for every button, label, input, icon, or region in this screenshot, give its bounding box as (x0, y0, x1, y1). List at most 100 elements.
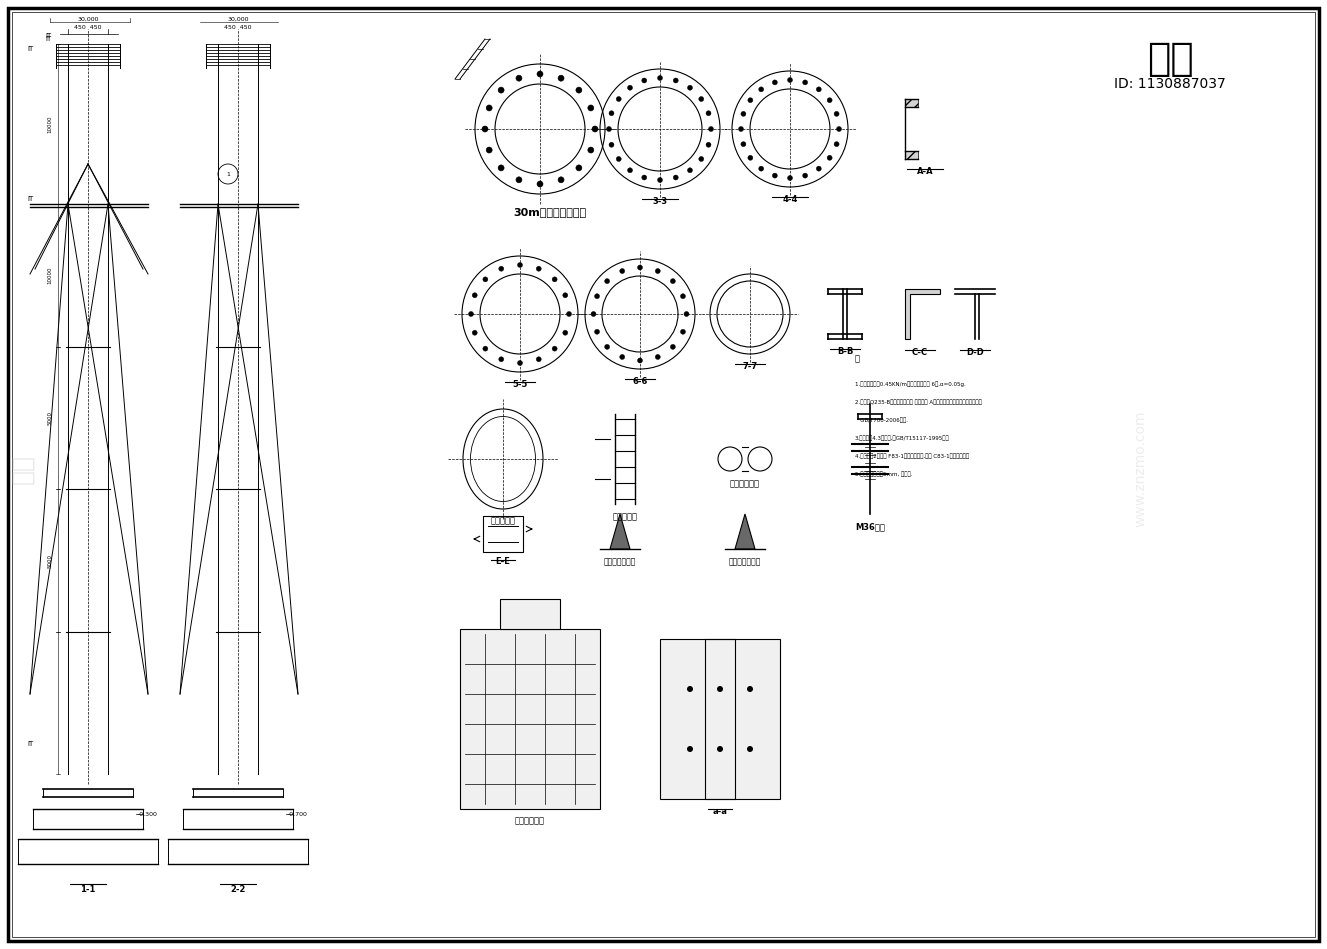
Circle shape (673, 78, 678, 83)
Circle shape (748, 156, 752, 160)
Text: 知未: 知未 (1147, 40, 1193, 78)
Circle shape (787, 176, 792, 180)
Circle shape (656, 269, 661, 273)
Text: 10000: 10000 (48, 115, 53, 133)
Circle shape (687, 686, 693, 692)
Circle shape (536, 357, 541, 362)
Text: E-E: E-E (495, 557, 511, 567)
Circle shape (588, 105, 593, 111)
Circle shape (699, 157, 703, 161)
Circle shape (576, 165, 583, 171)
Text: 30m烟囱平面布置图: 30m烟囱平面布置图 (514, 207, 587, 217)
Circle shape (594, 329, 600, 334)
Text: 5-5: 5-5 (512, 380, 528, 388)
Text: 直爬梯杆详图: 直爬梯杆详图 (730, 479, 760, 489)
Circle shape (803, 173, 808, 178)
Circle shape (657, 76, 662, 81)
Text: 烟囱壁垂直焊缝: 烟囱壁垂直焊缝 (729, 557, 762, 567)
Text: 3-3: 3-3 (653, 196, 667, 206)
Circle shape (559, 177, 564, 183)
Circle shape (563, 330, 568, 335)
Circle shape (605, 344, 609, 349)
Text: C-C: C-C (912, 347, 928, 357)
Text: B-B: B-B (837, 346, 853, 356)
Circle shape (609, 111, 614, 116)
Text: 烟囱壁水平焊缝: 烟囱壁水平焊缝 (604, 557, 636, 567)
Text: 直爬梯详图: 直爬梯详图 (613, 512, 637, 522)
Circle shape (816, 166, 821, 171)
Circle shape (486, 105, 492, 111)
Circle shape (552, 346, 557, 351)
Circle shape (498, 87, 504, 93)
Circle shape (620, 355, 625, 360)
Circle shape (567, 311, 572, 317)
Circle shape (687, 168, 693, 173)
Text: IT: IT (27, 196, 33, 202)
Text: 5000: 5000 (48, 411, 53, 425)
Circle shape (516, 75, 522, 82)
Circle shape (740, 111, 746, 117)
Circle shape (656, 355, 661, 360)
Circle shape (594, 293, 600, 299)
Bar (905, 151, 918, 159)
Text: 4-4: 4-4 (783, 195, 798, 203)
Circle shape (552, 277, 557, 282)
Circle shape (835, 111, 839, 117)
Circle shape (706, 111, 711, 116)
Circle shape (827, 156, 832, 160)
Text: 拉索基础详图: 拉索基础详图 (515, 816, 545, 826)
Text: 注: 注 (855, 355, 860, 363)
Circle shape (518, 361, 523, 365)
Polygon shape (610, 514, 630, 549)
Circle shape (673, 175, 678, 180)
Text: IT: IT (45, 36, 52, 42)
Circle shape (616, 157, 621, 161)
Bar (460, 629, 600, 809)
Circle shape (717, 686, 723, 692)
Circle shape (681, 293, 686, 299)
Text: 450  450: 450 450 (224, 25, 252, 29)
Circle shape (637, 265, 642, 270)
Bar (483, 516, 523, 552)
Circle shape (482, 126, 488, 132)
Circle shape (499, 267, 504, 271)
Text: 30,000: 30,000 (227, 16, 248, 22)
Circle shape (483, 277, 488, 282)
Circle shape (486, 147, 492, 153)
Circle shape (759, 87, 764, 92)
Circle shape (747, 746, 752, 752)
Circle shape (628, 85, 633, 90)
Circle shape (709, 126, 714, 132)
Circle shape (483, 346, 488, 351)
Circle shape (516, 177, 522, 183)
Text: IT: IT (45, 33, 52, 39)
Text: 450  450: 450 450 (74, 25, 102, 29)
Circle shape (472, 330, 478, 335)
Circle shape (681, 329, 686, 334)
Circle shape (616, 97, 621, 102)
Circle shape (609, 142, 614, 147)
Circle shape (739, 126, 743, 132)
Bar (660, 639, 780, 799)
Circle shape (637, 358, 642, 363)
Circle shape (687, 746, 693, 752)
Text: ID: 1130887037: ID: 1130887037 (1115, 77, 1226, 91)
Circle shape (803, 80, 808, 84)
Circle shape (620, 269, 625, 273)
Text: 5000: 5000 (48, 553, 53, 568)
Circle shape (670, 279, 675, 284)
Text: 2.键追加Q235-B钉符合国家标准 化学成分 A类模向轧与届服外面相同质量等级: 2.键追加Q235-B钉符合国家标准 化学成分 A类模向轧与届服外面相同质量等级 (855, 400, 982, 405)
Text: 30,000: 30,000 (77, 16, 98, 22)
Circle shape (537, 181, 543, 187)
Bar (905, 99, 918, 107)
Circle shape (816, 87, 821, 92)
Circle shape (592, 126, 598, 132)
Text: 3.高强螺栋4.3级执行,按GB/T15117-1995执行: 3.高强螺栋4.3级执行,按GB/T15117-1995执行 (855, 436, 950, 440)
Text: D-D: D-D (966, 347, 983, 357)
Text: 5.键追加最小厚度5mm, 键追加.: 5.键追加最小厚度5mm, 键追加. (855, 472, 913, 476)
Text: GB/T700-2006执行.: GB/T700-2006执行. (855, 418, 908, 423)
Text: www.znzmo.com: www.znzmo.com (1133, 411, 1147, 528)
Circle shape (699, 97, 703, 102)
Circle shape (628, 168, 633, 173)
Circle shape (591, 311, 596, 317)
